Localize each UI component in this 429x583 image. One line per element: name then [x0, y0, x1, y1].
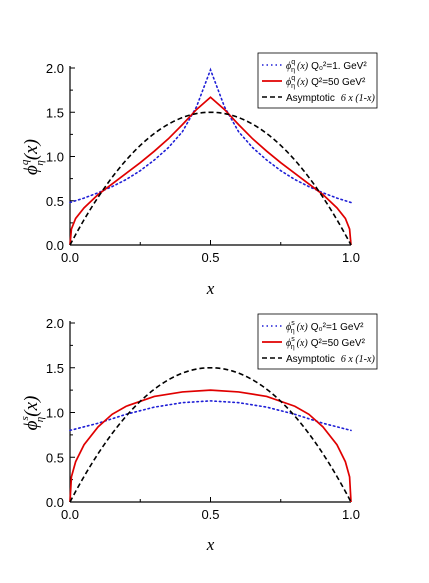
- series-line-dashed: [69, 111, 352, 246]
- series-line-dotted: [69, 400, 352, 432]
- legend-entry: ϕs η (x) Q²=50 GeV²: [286, 336, 366, 351]
- legend-entry: ϕs η (x) Q₀²=1 GeV²: [286, 320, 364, 335]
- x-tick-label: 1.0: [342, 250, 360, 265]
- y-tick-label: 1.0: [46, 406, 64, 421]
- legend-entry: ϕq η (x) Q₀²=1. GeV²: [286, 59, 367, 74]
- x-tick-label: 0.5: [201, 250, 219, 265]
- y-tick-label: 0.0: [46, 495, 64, 510]
- y-tick-label: 1.5: [46, 105, 64, 120]
- series-line-dotted: [69, 67, 352, 204]
- x-tick-label: 0.0: [61, 507, 79, 522]
- y-axis-label: ϕq η(x): [19, 139, 46, 175]
- y-tick-label: 0.0: [46, 238, 64, 253]
- y-tick-label: 1.5: [46, 361, 64, 376]
- x-axis-label: x: [206, 279, 215, 298]
- y-tick-label: 2.0: [46, 61, 64, 76]
- x-tick-label: 0.5: [201, 507, 219, 522]
- chart-panel-bottom: 0.0 0.5 1.0 0.0 0.5 1.0 1.5 2.0 x ϕs η(x) ϕs η (x) Q₀²…: [19, 313, 378, 554]
- y-tick-label: 0.5: [46, 450, 64, 465]
- legend-frame: [257, 52, 378, 109]
- series-line-solid: [69, 389, 352, 503]
- y-tick-label: 1.0: [46, 150, 64, 165]
- y-tick-label: 0.5: [46, 194, 64, 209]
- x-axis-label: x: [206, 535, 215, 554]
- y-axis-label: ϕs η(x): [19, 396, 46, 431]
- series-line-dashed: [69, 366, 352, 503]
- legend-entry: ϕq η (x) Q²=50 GeV²: [286, 75, 366, 90]
- legend-entry: Asymptotic 6 x (1-x): [286, 354, 375, 365]
- x-tick-label: 0.0: [61, 250, 79, 265]
- x-tick-label: 1.0: [342, 507, 360, 522]
- series-line-solid: [69, 96, 352, 246]
- chart-panel-top: 0.0 0.5 1.0 0.0 0.5 1.0 1.5 2.0 x ϕq η(x) ϕq η (x) Q₀²…: [19, 52, 378, 298]
- legend-entry: Asymptotic 6 x (1-x): [286, 93, 375, 104]
- y-tick-label: 2.0: [46, 316, 64, 331]
